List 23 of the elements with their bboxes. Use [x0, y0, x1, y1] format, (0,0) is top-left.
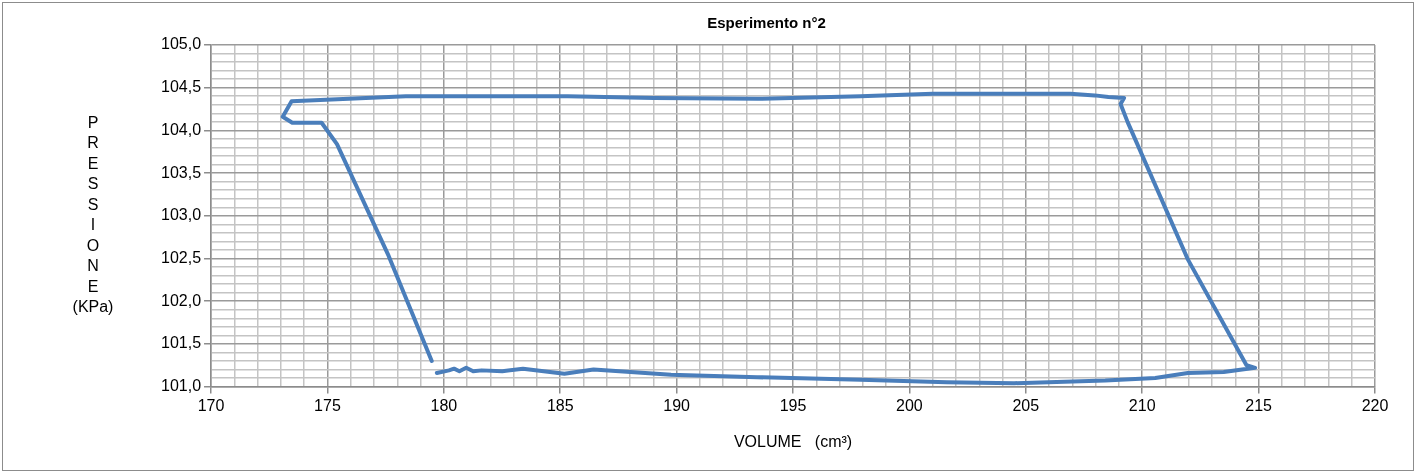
x-tick-label: 170	[197, 396, 225, 414]
x-tick-label: 210	[1128, 396, 1156, 414]
x-tick-label: 185	[546, 396, 574, 414]
x-tick-label: 180	[430, 396, 458, 414]
y-tick-label: 105,0	[160, 35, 202, 53]
x-tick-label: 205	[1012, 396, 1040, 414]
x-tick-label: 215	[1245, 396, 1273, 414]
y-tick-label: 103,0	[160, 206, 202, 224]
y-tick-label: 104,0	[160, 120, 202, 138]
y-tick-label: 103,5	[160, 163, 202, 181]
x-tick-label: 175	[314, 396, 341, 414]
y-tick-label: 101,0	[160, 377, 202, 395]
x-tick-label: 190	[663, 396, 691, 414]
text: PRESSIONE (KPa)	[72, 113, 114, 316]
y-tick-label: 101,5	[160, 334, 202, 352]
x-tick-label: 200	[896, 396, 923, 414]
x-tick-label: 195	[779, 396, 807, 414]
x-tick-label: 220	[1361, 396, 1389, 414]
y-tick-label: 104,5	[160, 78, 202, 96]
y-tick-label: 102,0	[160, 291, 202, 309]
y-tick-label: 102,5	[160, 248, 202, 266]
chart-title: Esperimento n°2	[707, 14, 826, 32]
x-axis-title: VOLUME (cm³)	[733, 432, 853, 450]
